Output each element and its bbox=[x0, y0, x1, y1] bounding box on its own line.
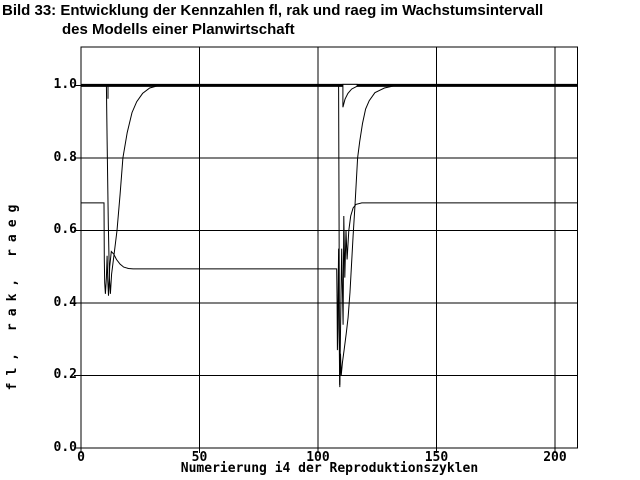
figure-title-line2: des Modells einer Planwirtschaft bbox=[62, 21, 295, 38]
plot-frame bbox=[80, 46, 578, 449]
series-rak-line bbox=[81, 84, 578, 388]
y-tick-label: 1.0 bbox=[53, 77, 77, 93]
series-raeg-line bbox=[81, 202, 578, 385]
y-tick-label: 0.0 bbox=[53, 440, 77, 455]
x-tick-label: 200 bbox=[543, 450, 567, 465]
x-tick-label: 100 bbox=[306, 450, 330, 465]
x-tick-label: 50 bbox=[191, 450, 208, 465]
figure-title-line1: Bild 33: Entwicklung der Kennzahlen fl, … bbox=[2, 2, 544, 19]
y-tick-label: 0.8 bbox=[53, 149, 77, 165]
y-tick-label: 0.2 bbox=[53, 367, 77, 383]
y-tick-label: 0.6 bbox=[53, 222, 77, 238]
x-tick-label: 150 bbox=[424, 450, 449, 465]
x-axis-title: Numerierung i4 der Reproduktionszyklen bbox=[180, 461, 479, 476]
y-axis-title: fl, rak, raeg bbox=[5, 197, 20, 391]
y-tick-label: 0.4 bbox=[53, 294, 77, 310]
x-tick-label: 0 bbox=[77, 450, 85, 465]
series-fl-notch bbox=[342, 83, 358, 108]
